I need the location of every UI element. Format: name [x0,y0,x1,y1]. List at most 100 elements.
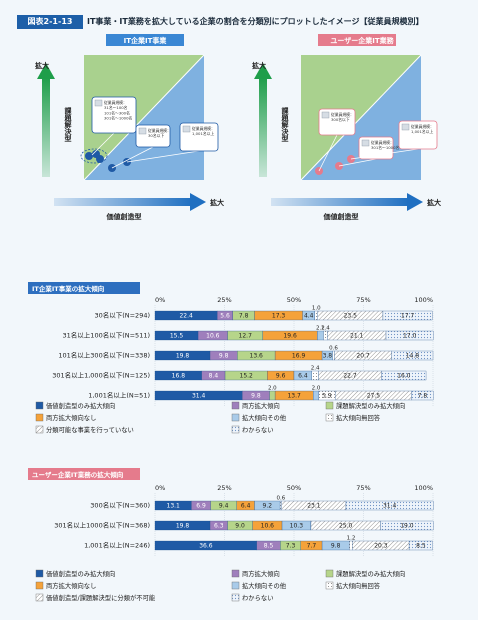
data-label: 6.4 [298,373,308,380]
bar-segment [411,390,434,401]
data-label: 25.0 [339,523,353,530]
data-label: 8.5 [416,543,426,550]
callout-leader [111,146,154,169]
data-label: 10.6 [206,333,220,340]
data-label: 14.8 [406,353,420,360]
legend-label: わからない [242,594,273,602]
callout-leader [318,134,338,172]
data-label: 19.8 [176,523,190,530]
data-label: 9.0 [235,523,245,530]
data-label: 7.8 [239,313,249,320]
legend-label: 価値創造型のみ拡大傾向 [46,401,115,410]
x-arrow-shaft [54,198,192,206]
legend-label: 拡大傾向その他 [242,581,287,590]
building-icon [138,127,147,135]
y-top-label: 拡大 [35,61,49,70]
category-label: 301名以上1,000名以下(N=125) [52,371,150,380]
tick-label: 0% [155,296,165,304]
callout-text: 従業員規模： [192,126,215,131]
data-label: 1.2 [347,536,356,542]
legend-swatch [231,569,240,578]
callout-text: 1,001名以上 [192,131,214,136]
legend-swatch [35,569,44,578]
legend-label: 拡大傾向無回答 [336,413,381,422]
quadrant-diagrams: IT企業IT事業拡大課題解決型拡大価値創造型従業員規模：31名～100名101名… [35,34,441,221]
bar-segment [345,500,434,511]
legend-swatch [231,413,240,422]
category-label: 301名以上1000名以下(N=368) [54,521,150,530]
legend-swatch [35,593,44,602]
data-label: 6.4 [241,503,251,510]
callout-text: 従業員規模： [371,140,394,145]
category-label: 101名以上300名以下(N=338) [58,351,150,360]
diagram-tag-bg [106,34,184,46]
data-label: 3.8 [323,353,333,360]
callout-text: 従業員規模： [411,124,434,129]
data-label: 2.4 [311,366,320,372]
data-label: 20.3 [374,543,388,550]
legend-label: わからない [242,426,273,434]
data-label: 9.8 [251,393,261,400]
data-label: 9.8 [219,353,229,360]
data-label: 15.2 [240,373,254,380]
legend-swatch [325,569,334,578]
tick-label: 75% [356,484,370,492]
data-label: 16.0 [397,373,411,380]
bar-segment [313,390,319,401]
data-label: 9.8 [331,543,341,550]
y-top-label: 拡大 [252,61,266,70]
callout-text: 従業員規模： [331,112,354,117]
data-label: 2.0 [312,386,321,392]
data-dot [96,155,104,163]
bar-segment [349,540,353,551]
chart-title: ユーザー企業IT業務の拡大傾向 [32,470,124,479]
data-label: 12.7 [239,333,253,340]
data-label: 16.9 [292,353,306,360]
data-label: 27.5 [367,393,381,400]
data-label: 13.7 [287,393,301,400]
callout-text: 301名～1000名 [371,145,400,150]
callout-leader [350,148,419,160]
legend-swatch [325,413,334,422]
legend-swatch [231,425,240,434]
legend-label: 両方拡大傾向 [242,401,280,410]
diagram-tag-bg [318,34,396,46]
callout-leader [338,158,377,167]
data-label: 7.7 [307,543,317,550]
legend-swatch [35,401,44,410]
legend-swatch [231,581,240,590]
legend-swatch [35,413,44,422]
diagonal-line [83,54,205,181]
callout-text: 31名～100名 [104,105,128,110]
bar-segment [381,370,427,381]
chart-title-bg [28,468,140,480]
callout-box [91,96,137,134]
data-label: 6.9 [196,503,206,510]
bar-segment [382,310,433,321]
data-label: 9.6 [276,373,286,380]
callout-text: 1,001名以上 [411,129,433,134]
data-label: 16.8 [172,373,186,380]
bar-segment [385,330,434,341]
tick-label: 0% [155,484,165,492]
data-label: 8.5 [264,543,274,550]
category-label: 1,001名以上(N=246) [84,541,150,550]
bar-segment [332,350,335,361]
bar-segment [279,500,282,511]
data-label: 31.4 [383,503,397,510]
legend-label: 拡大傾向無回答 [336,581,381,590]
data-label: 4.4 [304,313,314,320]
category-label: 1,001名以上(N=51) [88,391,150,400]
diagram-tag: ユーザー企業IT業務 [330,36,394,45]
data-label: 17.7 [401,313,415,320]
y-arrow-head [254,63,272,79]
callout-leader [91,132,115,156]
diagram-tag: IT企業IT事業 [124,36,168,45]
y-arrow-shaft [42,77,50,177]
callout-text: 301名～1000名 [104,116,133,121]
callout-text: 300名以下 [331,117,350,122]
legend-swatch [35,581,44,590]
data-label: 19.0 [400,523,414,530]
data-label: 7.8 [418,393,428,400]
category-label: 30名以下(N=294) [94,311,150,320]
